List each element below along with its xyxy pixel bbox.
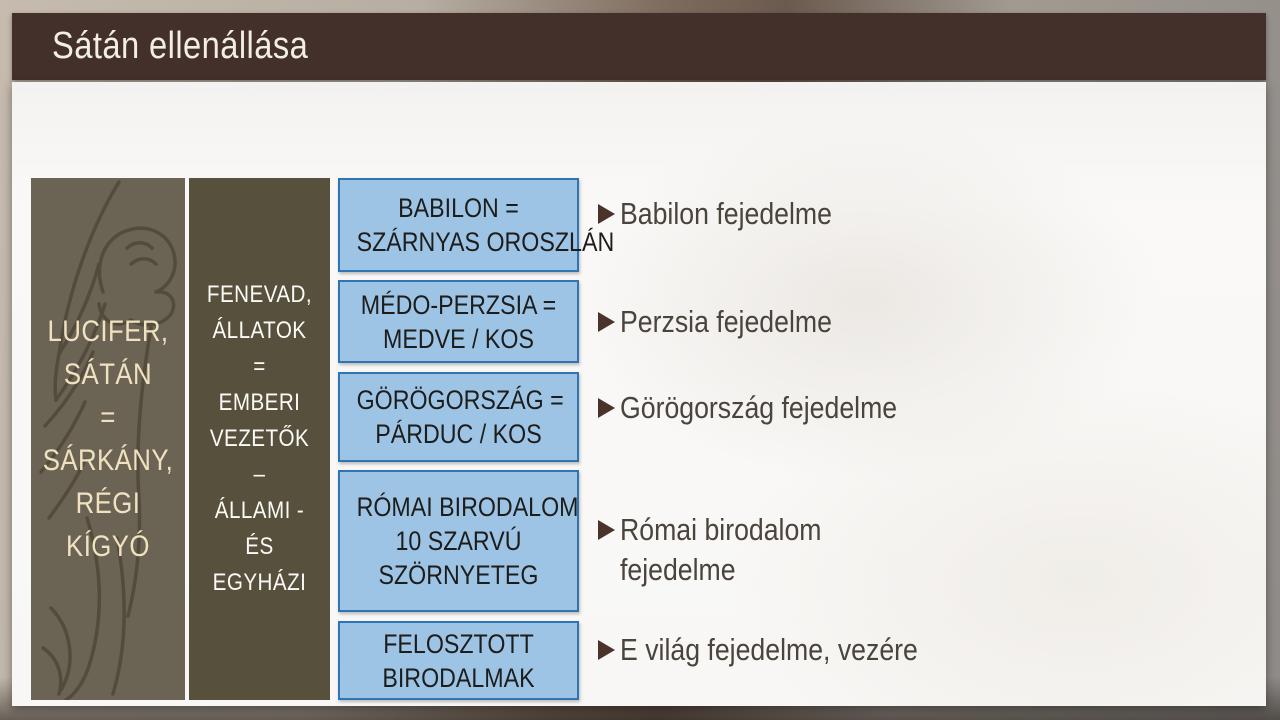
empire-box-line: SZÁRNYAS OROSZLÁN [356,227,615,257]
page-title: Sátán ellenállása [52,25,309,67]
empire-box-line: FELOSZTOTT [383,628,534,659]
prince-label: fejedelme [620,552,736,587]
prince-label: Görögország fejedelme [620,390,898,425]
prince-label: E világ fejedelme, vezére [620,632,918,667]
title-bar: Sátán ellenállása [12,13,1266,80]
triangle-bullet-icon [598,398,615,418]
prince-label: Római birodalom [620,512,822,547]
beast-line: – [253,461,266,488]
empire-box-line: BABILON = [398,193,519,223]
empire-box-line: RÓMAI BIRODALOM [356,492,579,522]
dragon-illustration-icon [39,180,177,700]
beast-line: EMBERI [218,389,301,416]
satan-line: RÉGI [75,487,141,520]
empire-box-gorogorszag: GÖRÖGORSZÁG = PÁRDUC / KOS [338,372,579,462]
satan-line: KÍGYÓ [66,530,150,563]
beast-line: VEZETŐK [209,425,310,452]
beast-line: ÁLLATOK [212,317,307,344]
triangle-bullet-icon [598,312,615,332]
beast-line: ÁLLAMI - [214,497,305,524]
list-item-babilon-fejedelme: Babilon fejedelme [598,194,866,234]
satan-line: LUCIFER, [47,315,169,348]
empire-box-line: SZÖRNYETEG [378,560,539,590]
beast-line: FENEVAD, [206,281,313,308]
empire-box-line: GÖRÖGORSZÁG = [356,385,564,415]
beast-line: EGYHÁZI [212,569,307,596]
prince-label: Babilon fejedelme [620,196,832,231]
empire-box-medo-perzsia: MÉDO-PERZSIA = MEDVE / KOS [338,280,579,363]
list-item-romai-fejedelme: Római birodalom fejedelme [598,510,854,590]
triangle-bullet-icon [598,204,615,224]
empire-box-babilon: BABILON = SZÁRNYAS OROSZLÁN [338,178,615,272]
empire-box-romai: RÓMAI BIRODALOM 10 SZARVÚ SZÖRNYETEG [338,470,579,612]
empire-box-line: MÉDO-PERZSIA = [360,289,557,320]
triangle-bullet-icon [598,640,615,660]
empire-box-line: MEDVE / KOS [383,323,534,354]
satan-column: LUCIFER, SÁTÁN = SÁRKÁNY, RÉGI KÍGYÓ [31,178,185,700]
beast-line: = [253,353,266,380]
prince-label: Perzsia fejedelme [620,304,832,339]
list-item-gorogorszag-fejedelme: Görögország fejedelme [598,388,942,428]
empire-box-line: BIRODALMAK [382,662,535,693]
list-item-evilag-fejedelme: E világ fejedelme, vezére [598,630,966,670]
slide-content-area: LUCIFER, SÁTÁN = SÁRKÁNY, RÉGI KÍGYÓ FEN… [12,82,1266,706]
empire-box-line: PÁRDUC / KOS [375,419,542,449]
empire-box-line: 10 SZARVÚ [395,526,522,556]
satan-line: SÁRKÁNY, [42,444,174,477]
beast-line: ÉS [245,533,274,560]
satan-line: SÁTÁN [63,358,153,391]
list-item-perzsia-fejedelme: Perzsia fejedelme [598,302,866,342]
beast-column: FENEVAD, ÁLLATOK = EMBERI VEZETŐK – ÁLLA… [189,178,330,700]
satan-line: = [100,401,116,434]
triangle-bullet-icon [598,520,615,540]
empire-box-felosztott: FELOSZTOTT BIRODALMAK [338,621,579,700]
